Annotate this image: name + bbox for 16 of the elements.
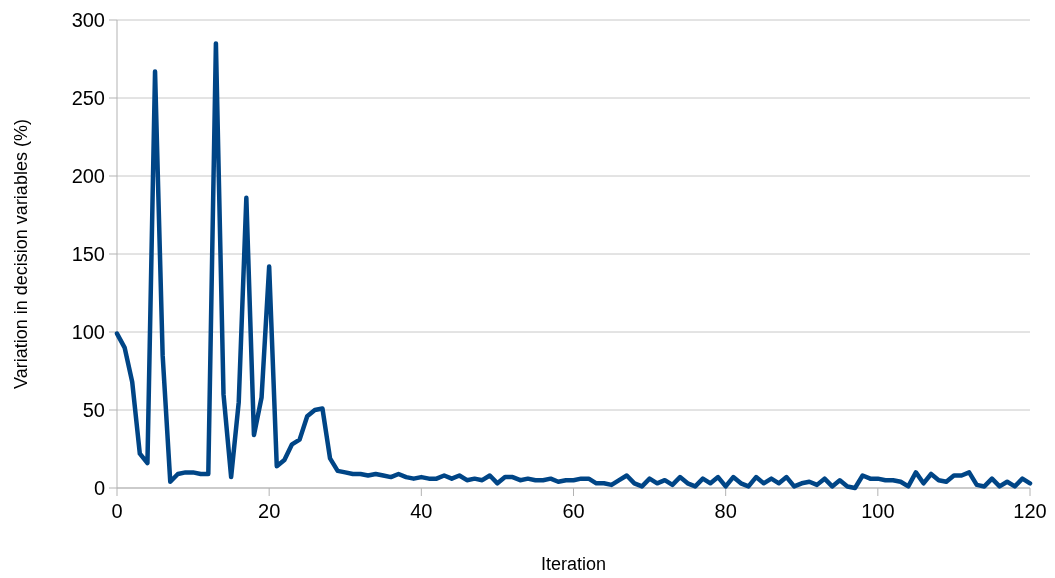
y-tick-label: 100 (71, 321, 105, 343)
x-tick-label: 100 (861, 500, 895, 522)
y-tick-label: 250 (71, 87, 105, 109)
y-tick-label: 300 (71, 9, 105, 31)
x-tick-label: 120 (1013, 500, 1047, 522)
y-tick-label: 200 (71, 165, 105, 187)
x-tick-label: 60 (562, 500, 585, 522)
y-tick-label: 150 (71, 243, 105, 265)
x-axis-title: Iteration (540, 554, 607, 574)
y-axis-title: Variation in decision variables (%) (11, 119, 31, 389)
x-tick-label: 80 (714, 500, 737, 522)
x-tick-label: 0 (111, 500, 123, 522)
y-tick-label: 0 (93, 477, 105, 499)
y-tick-label: 50 (82, 399, 105, 421)
x-tick-label: 20 (258, 500, 281, 522)
x-tick-label: 40 (410, 500, 433, 522)
